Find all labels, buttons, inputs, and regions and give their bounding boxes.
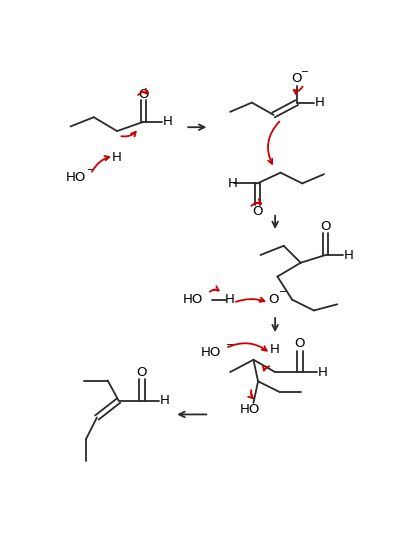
Text: −: − bbox=[226, 340, 234, 350]
Text: −: − bbox=[87, 166, 96, 175]
Text: O: O bbox=[320, 220, 331, 233]
Text: O: O bbox=[295, 337, 305, 350]
Text: H: H bbox=[228, 177, 237, 190]
Text: −: − bbox=[279, 287, 287, 297]
Text: O: O bbox=[138, 88, 149, 100]
Text: H: H bbox=[225, 293, 235, 306]
Text: O: O bbox=[137, 366, 147, 379]
Text: O: O bbox=[252, 206, 262, 218]
Text: HO: HO bbox=[240, 403, 260, 417]
Text: −: − bbox=[301, 67, 309, 77]
Text: O: O bbox=[268, 293, 279, 306]
Text: H: H bbox=[318, 366, 328, 379]
Text: H: H bbox=[270, 343, 280, 356]
Text: H: H bbox=[163, 115, 173, 128]
Text: H: H bbox=[315, 96, 325, 109]
Text: HO: HO bbox=[201, 347, 221, 359]
Text: H: H bbox=[112, 151, 122, 164]
Text: O: O bbox=[292, 72, 302, 85]
Text: H: H bbox=[160, 394, 170, 407]
Text: HO: HO bbox=[66, 171, 86, 184]
Text: H: H bbox=[344, 248, 354, 262]
Text: HO: HO bbox=[183, 293, 203, 306]
